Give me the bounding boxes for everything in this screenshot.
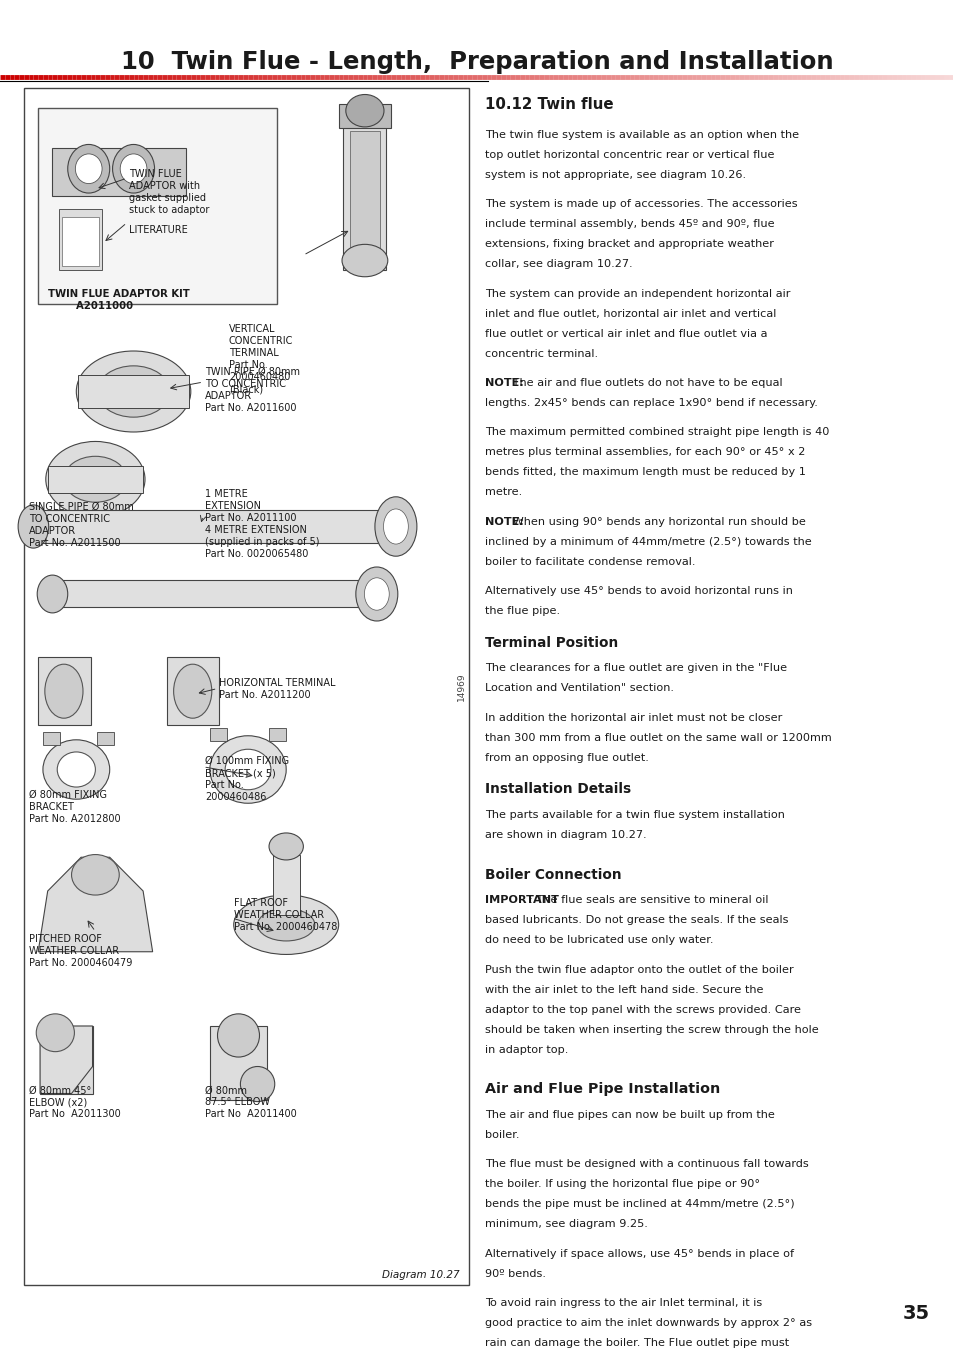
Text: VERTICAL
CONCENTRIC
TERMINAL
Part No.
2000460480
(Black): VERTICAL CONCENTRIC TERMINAL Part No. 20… xyxy=(229,324,293,394)
Ellipse shape xyxy=(217,1014,259,1057)
Ellipse shape xyxy=(120,154,147,184)
Ellipse shape xyxy=(364,578,389,610)
Text: collar, see diagram 10.27.: collar, see diagram 10.27. xyxy=(484,259,632,269)
Ellipse shape xyxy=(75,154,102,184)
Text: TWIN PIPE Ø 80mm
TO CONCENTRIC
ADAPTOR
Part No. A2011600: TWIN PIPE Ø 80mm TO CONCENTRIC ADAPTOR P… xyxy=(205,367,300,413)
Bar xyxy=(52,148,186,196)
Text: metres plus terminal assemblies, for each 90° or 45° x 2: metres plus terminal assemblies, for eac… xyxy=(484,447,804,458)
Text: system is not appropriate, see diagram 10.26.: system is not appropriate, see diagram 1… xyxy=(484,170,745,180)
Bar xyxy=(210,1026,267,1100)
Text: 10  Twin Flue - Length,  Preparation and Installation: 10 Twin Flue - Length, Preparation and I… xyxy=(121,50,832,74)
Text: Ø 80mm 45°
ELBOW (x2)
Part No  A2011300: Ø 80mm 45° ELBOW (x2) Part No A2011300 xyxy=(29,1085,120,1119)
Polygon shape xyxy=(40,1026,92,1094)
Text: Location and Ventilation" section.: Location and Ventilation" section. xyxy=(484,683,673,694)
Ellipse shape xyxy=(18,505,49,548)
Ellipse shape xyxy=(97,366,170,417)
Text: SINGLE PIPE Ø 80mm
TO CONCENTRIC
ADAPTOR
Part No. A2011500: SINGLE PIPE Ø 80mm TO CONCENTRIC ADAPTOR… xyxy=(29,502,133,548)
Text: with the air inlet to the left hand side. Secure the: with the air inlet to the left hand side… xyxy=(484,984,762,995)
Text: TWIN FLUE ADAPTOR KIT
        A2011000: TWIN FLUE ADAPTOR KIT A2011000 xyxy=(48,289,190,310)
Text: In addition the horizontal air inlet must not be closer: In addition the horizontal air inlet mus… xyxy=(484,713,781,722)
Polygon shape xyxy=(38,857,152,952)
Text: extensions, fixing bracket and appropriate weather: extensions, fixing bracket and appropria… xyxy=(484,239,773,250)
Text: IMPORTANT: IMPORTANT xyxy=(484,895,558,906)
Ellipse shape xyxy=(210,736,286,803)
Ellipse shape xyxy=(37,575,68,613)
Text: bends the pipe must be inclined at 44mm/metre (2.5°): bends the pipe must be inclined at 44mm/… xyxy=(484,1199,794,1210)
Ellipse shape xyxy=(112,144,154,193)
Text: Ø 80mm FIXING
BRACKET
Part No. A2012800: Ø 80mm FIXING BRACKET Part No. A2012800 xyxy=(29,790,120,824)
Ellipse shape xyxy=(45,664,83,718)
Ellipse shape xyxy=(345,95,383,127)
Ellipse shape xyxy=(375,497,416,556)
Text: Installation Details: Installation Details xyxy=(484,782,630,796)
Text: concentric terminal.: concentric terminal. xyxy=(484,348,598,359)
Ellipse shape xyxy=(76,351,191,432)
Text: 1 METRE
EXTENSION
Part No. A2011100
4 METRE EXTENSION
(supplied in packs of 5)
P: 1 METRE EXTENSION Part No. A2011100 4 ME… xyxy=(205,489,319,559)
Bar xyxy=(97,732,114,745)
Ellipse shape xyxy=(341,244,387,277)
Text: from an opposing flue outlet.: from an opposing flue outlet. xyxy=(484,753,648,763)
Text: inlet and flue outlet, horizontal air inlet and vertical: inlet and flue outlet, horizontal air in… xyxy=(484,309,775,319)
Ellipse shape xyxy=(233,895,338,954)
Bar xyxy=(29,510,400,543)
Ellipse shape xyxy=(269,833,303,860)
Text: The air and flue outlets do not have to be equal: The air and flue outlets do not have to … xyxy=(509,378,782,387)
Text: : The flue seals are sensitive to mineral oil: : The flue seals are sensitive to minera… xyxy=(529,895,768,906)
Bar xyxy=(167,657,219,725)
Text: Air and Flue Pipe Installation: Air and Flue Pipe Installation xyxy=(484,1083,720,1096)
Text: in adaptor top.: in adaptor top. xyxy=(484,1045,567,1054)
Text: HORIZONTAL TERMINAL
Part No. A2011200: HORIZONTAL TERMINAL Part No. A2011200 xyxy=(219,678,335,699)
Text: The clearances for a flue outlet are given in the "Flue: The clearances for a flue outlet are giv… xyxy=(484,663,786,674)
Text: include terminal assembly, bends 45º and 90º, flue: include terminal assembly, bends 45º and… xyxy=(484,219,774,230)
Ellipse shape xyxy=(80,467,111,491)
Ellipse shape xyxy=(36,1014,74,1052)
Text: PITCHED ROOF
WEATHER COLLAR
Part No. 2000460479: PITCHED ROOF WEATHER COLLAR Part No. 200… xyxy=(29,934,132,968)
Text: The maximum permitted combined straight pipe length is 40: The maximum permitted combined straight … xyxy=(484,428,828,437)
Text: based lubricants. Do not grease the seals. If the seals: based lubricants. Do not grease the seal… xyxy=(484,915,787,925)
Text: Boiler Connection: Boiler Connection xyxy=(484,868,620,882)
Ellipse shape xyxy=(64,456,127,502)
Bar xyxy=(48,466,143,493)
Text: 90º bends.: 90º bends. xyxy=(484,1269,545,1278)
Text: lengths. 2x45° bends can replace 1x90° bend if necessary.: lengths. 2x45° bends can replace 1x90° b… xyxy=(484,398,817,408)
Text: 14969: 14969 xyxy=(456,672,466,701)
Text: boiler to facilitate condense removal.: boiler to facilitate condense removal. xyxy=(484,556,695,567)
Text: Push the twin flue adaptor onto the outlet of the boiler: Push the twin flue adaptor onto the outl… xyxy=(484,965,793,975)
Bar xyxy=(40,1026,92,1094)
Text: The parts available for a twin flue system installation: The parts available for a twin flue syst… xyxy=(484,810,783,819)
Ellipse shape xyxy=(173,664,212,718)
Text: Alternatively if space allows, use 45° bends in place of: Alternatively if space allows, use 45° b… xyxy=(484,1249,793,1258)
Text: boiler.: boiler. xyxy=(484,1130,518,1139)
Text: adaptor to the top panel with the screws provided. Care: adaptor to the top panel with the screws… xyxy=(484,1004,800,1015)
Ellipse shape xyxy=(46,441,145,517)
Bar xyxy=(269,728,286,741)
Text: good practice to aim the inlet downwards by approx 2° as: good practice to aim the inlet downwards… xyxy=(484,1318,811,1328)
Text: minimum, see diagram 9.25.: minimum, see diagram 9.25. xyxy=(484,1219,647,1230)
Text: are shown in diagram 10.27.: are shown in diagram 10.27. xyxy=(484,830,645,840)
Bar xyxy=(59,209,102,270)
Text: metre.: metre. xyxy=(484,487,521,497)
Text: Alternatively use 45° bends to avoid horizontal runs in: Alternatively use 45° bends to avoid hor… xyxy=(484,586,792,597)
Ellipse shape xyxy=(240,1066,274,1102)
Text: rain can damage the boiler. The Flue outlet pipe must: rain can damage the boiler. The Flue out… xyxy=(484,1338,788,1349)
Text: Ø 100mm FIXING
BRACKET (x 5)
Part No.
2000460486: Ø 100mm FIXING BRACKET (x 5) Part No. 20… xyxy=(205,756,289,802)
Text: NOTE:: NOTE: xyxy=(484,378,523,387)
Ellipse shape xyxy=(71,855,119,895)
Text: Diagram 10.27: Diagram 10.27 xyxy=(382,1270,459,1280)
Text: do need to be lubricated use only water.: do need to be lubricated use only water. xyxy=(484,936,713,945)
Bar xyxy=(343,122,386,270)
Text: 10.12 Twin flue: 10.12 Twin flue xyxy=(484,97,613,112)
Ellipse shape xyxy=(257,909,314,941)
Bar xyxy=(273,855,299,915)
Ellipse shape xyxy=(355,567,397,621)
Text: should be taken when inserting the screw through the hole: should be taken when inserting the screw… xyxy=(484,1025,818,1034)
Bar xyxy=(24,88,469,1285)
Bar xyxy=(38,657,91,725)
Bar xyxy=(210,728,227,741)
Ellipse shape xyxy=(68,144,110,193)
Bar xyxy=(338,104,391,128)
Text: Terminal Position: Terminal Position xyxy=(484,636,618,649)
Text: 35: 35 xyxy=(902,1304,929,1323)
Text: top outlet horizontal concentric rear or vertical flue: top outlet horizontal concentric rear or… xyxy=(484,150,773,159)
Bar xyxy=(350,131,379,261)
